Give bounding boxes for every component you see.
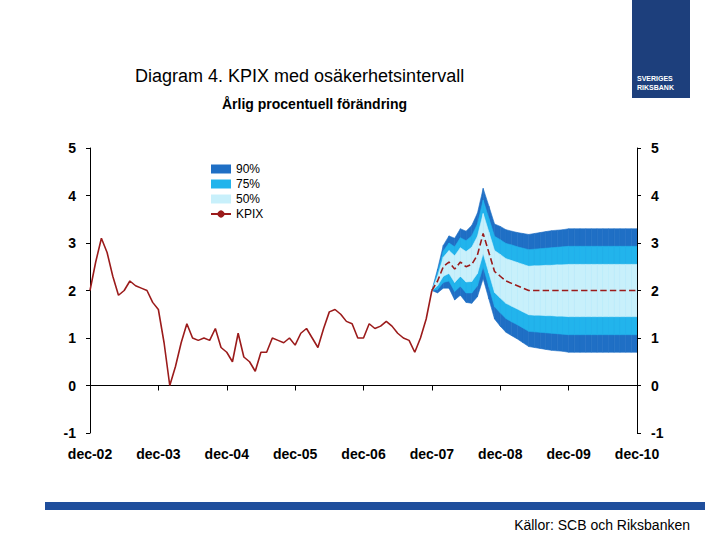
- svg-text:dec-08: dec-08: [478, 446, 523, 462]
- svg-text:dec-09: dec-09: [546, 446, 591, 462]
- svg-text:50%: 50%: [236, 192, 260, 206]
- svg-text:4: 4: [651, 188, 659, 204]
- svg-text:-1: -1: [651, 425, 664, 441]
- svg-text:1: 1: [651, 330, 659, 346]
- svg-text:dec-06: dec-06: [341, 446, 386, 462]
- svg-text:3: 3: [651, 235, 659, 251]
- svg-text:Diagram 4. KPIX med osäkerhets: Diagram 4. KPIX med osäkerhetsintervall: [135, 66, 464, 86]
- svg-text:-1: -1: [64, 425, 77, 441]
- svg-text:dec-02: dec-02: [68, 446, 113, 462]
- svg-text:Årlig procentuell förändring: Årlig procentuell förändring: [222, 96, 407, 112]
- svg-text:dec-10: dec-10: [615, 446, 660, 462]
- svg-text:75%: 75%: [236, 177, 260, 191]
- svg-text:1: 1: [68, 330, 76, 346]
- svg-text:KPIX: KPIX: [236, 207, 263, 221]
- svg-text:dec-04: dec-04: [205, 446, 250, 462]
- svg-text:5: 5: [651, 140, 659, 156]
- svg-text:4: 4: [68, 188, 76, 204]
- svg-text:2: 2: [651, 283, 659, 299]
- svg-text:Källor: SCB och Riksbanken: Källor: SCB och Riksbanken: [514, 517, 690, 533]
- svg-text:2: 2: [68, 283, 76, 299]
- svg-text:SVERIGES: SVERIGES: [637, 75, 673, 82]
- svg-text:0: 0: [68, 378, 76, 394]
- svg-text:90%: 90%: [236, 162, 260, 176]
- svg-text:5: 5: [68, 140, 76, 156]
- svg-text:RIKSBANK: RIKSBANK: [637, 84, 674, 91]
- svg-text:0: 0: [651, 378, 659, 394]
- svg-text:dec-03: dec-03: [136, 446, 181, 462]
- svg-text:3: 3: [68, 235, 76, 251]
- svg-text:dec-05: dec-05: [273, 446, 318, 462]
- svg-text:dec-07: dec-07: [410, 446, 455, 462]
